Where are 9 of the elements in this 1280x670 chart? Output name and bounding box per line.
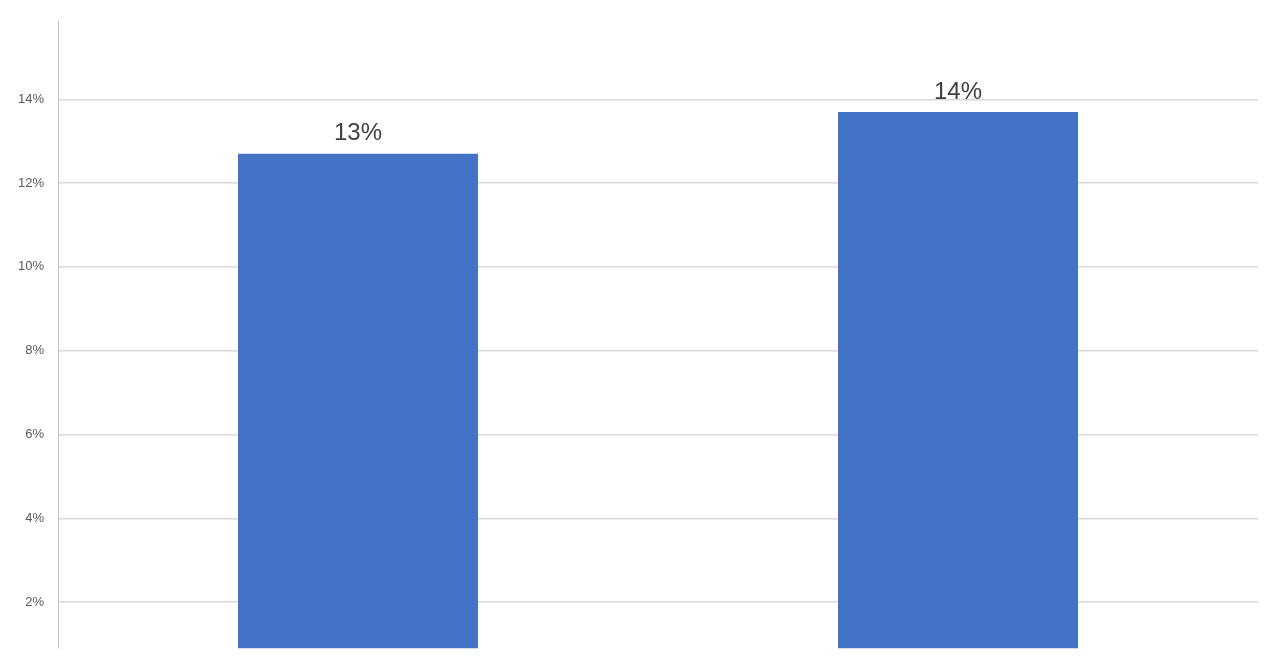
y-tick-label: 8% <box>25 342 45 358</box>
y-tick-label: 6% <box>25 426 45 442</box>
y-tick-label: 4% <box>25 509 45 525</box>
data-label: 14% <box>933 76 983 104</box>
y-tick-label: 2% <box>25 593 45 609</box>
y-tick-label: 10% <box>17 258 45 274</box>
y-tick-label: 14% <box>17 90 45 106</box>
data-label: 13% <box>333 118 383 146</box>
y-tick-label: 12% <box>17 174 45 190</box>
